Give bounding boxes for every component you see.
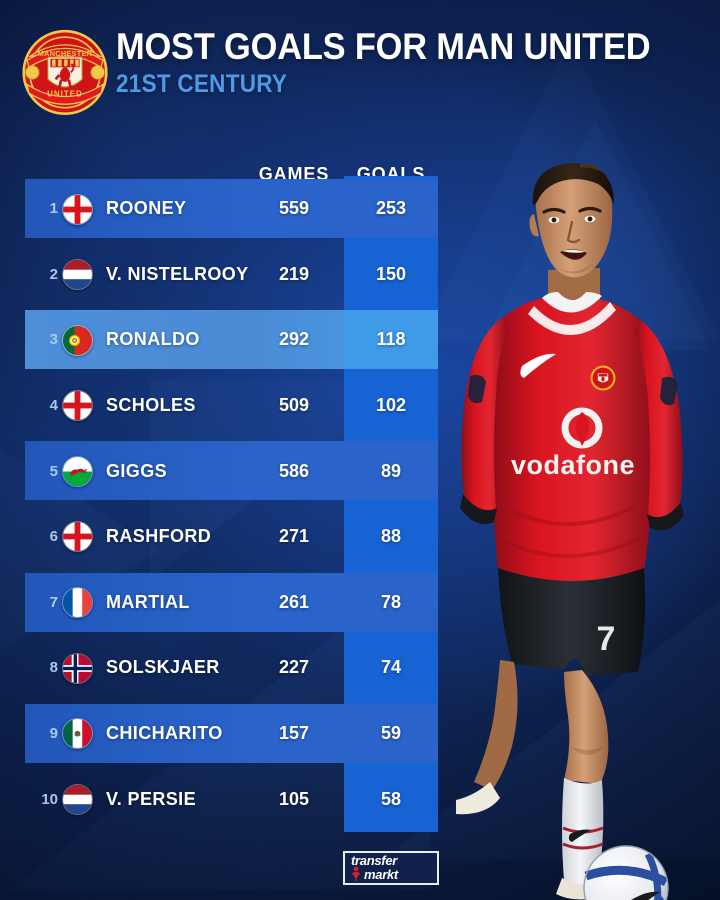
table-row[interactable]: 7 MARTIAL 261 78 — [0, 570, 460, 636]
rank-number: 1 — [49, 200, 58, 218]
flag-england-icon — [62, 193, 93, 225]
goals-cell-highlight — [344, 310, 438, 370]
goals-value: 102 — [375, 395, 407, 416]
table-row[interactable]: 10 V. PERSIE 105 58 — [0, 766, 460, 832]
goals-value: 88 — [380, 526, 402, 547]
rank-number: 6 — [49, 528, 58, 546]
flag-portugal-icon — [62, 324, 93, 356]
player-name: SCHOLES — [106, 395, 196, 416]
row-background — [25, 703, 438, 763]
table-row[interactable]: 2 V. NISTELROOY 219 150 — [0, 242, 460, 308]
table-row[interactable]: 1 ROONEY 559 253 — [0, 176, 460, 242]
games-value: 219 — [278, 263, 310, 284]
player-name: RONALDO — [106, 329, 200, 350]
player-name: V. PERSIE — [106, 788, 196, 809]
transfermarkt-line1: transfer — [351, 853, 398, 869]
goals-value: 58 — [380, 788, 402, 809]
table-row[interactable]: 4 SCHOLES 509 102 — [0, 373, 460, 439]
row-background — [25, 441, 438, 501]
flag-england-icon — [62, 521, 93, 553]
flag-wales-icon — [62, 455, 93, 487]
player-name: CHICHARITO — [106, 723, 223, 744]
rank-number: 8 — [49, 659, 58, 677]
games-value: 157 — [278, 723, 310, 744]
games-value: 105 — [278, 788, 310, 809]
games-value: 292 — [278, 329, 310, 350]
leaderboard-table: 1 ROONEY 559 253 2 V. NISTELROOY 219 150 3 RON… — [0, 176, 460, 832]
games-value: 559 — [278, 198, 310, 219]
goals-value: 118 — [376, 329, 406, 350]
svg-text:MANCHESTER: MANCHESTER — [38, 49, 93, 58]
goals-value: 150 — [375, 263, 407, 284]
flag-norway-icon — [62, 652, 93, 684]
row-background — [25, 179, 438, 238]
flag-england-icon — [62, 390, 93, 422]
rank-number: 9 — [49, 725, 58, 743]
rank-number: 5 — [49, 462, 58, 480]
transfermarkt-line2: markt — [364, 867, 398, 882]
goals-value: 78 — [380, 591, 402, 612]
player-name: GIGGS — [106, 460, 168, 481]
goals-value: 74 — [380, 657, 402, 678]
rank-number: 2 — [49, 265, 58, 283]
player-name: ROONEY — [106, 198, 187, 219]
svg-text:7: 7 — [597, 620, 616, 658]
player-name: MARTIAL — [106, 591, 190, 612]
transfermarkt-logo: transfer markt — [343, 851, 439, 885]
table-row[interactable]: 5 GIGGS 586 89 — [0, 438, 460, 504]
player-name: V. NISTELROOY — [106, 263, 249, 284]
table-row[interactable]: 8 SOLSKJAER 227 74 — [0, 635, 460, 701]
svg-text:vodafone: vodafone — [511, 450, 635, 480]
flag-mexico-icon — [62, 718, 93, 750]
player-name: SOLSKJAER — [106, 657, 220, 678]
flag-netherlands-icon — [62, 783, 93, 815]
goals-value: 253 — [375, 198, 407, 219]
games-value: 271 — [278, 526, 310, 547]
rank-number: 7 — [49, 593, 58, 611]
games-value: 586 — [278, 460, 310, 481]
flag-france-icon — [62, 587, 93, 619]
table-row[interactable]: 3 RONALDO 292 118 — [0, 307, 460, 373]
rank-number: 4 — [49, 397, 58, 415]
games-value: 261 — [278, 591, 310, 612]
svg-text:UNITED: UNITED — [47, 90, 83, 99]
goals-value: 89 — [380, 460, 402, 481]
transfermarkt-figure-icon — [352, 866, 360, 881]
table-row[interactable]: 6 RASHFORD 271 88 — [0, 504, 460, 570]
manchester-united-crest-icon: MANCHESTER UNITED — [22, 26, 108, 118]
page-subtitle: 21ST CENTURY — [116, 70, 288, 98]
goals-value: 59 — [380, 723, 402, 744]
cristiano-ronaldo-photo: vodafone 7 — [430, 150, 720, 900]
page-title: MOST GOALS FOR MAN UNITED — [116, 26, 651, 67]
games-value: 509 — [278, 395, 310, 416]
header: MANCHESTER UNITED MOST GOALS FOR MAN UNI… — [0, 0, 720, 130]
rank-number: 10 — [41, 790, 58, 808]
games-value: 227 — [278, 657, 310, 678]
row-background — [25, 572, 438, 632]
flag-netherlands-icon — [62, 259, 93, 291]
table-row[interactable]: 9 CHICHARITO 157 59 — [0, 701, 460, 767]
rank-number: 3 — [49, 331, 58, 349]
player-name: RASHFORD — [106, 526, 212, 547]
